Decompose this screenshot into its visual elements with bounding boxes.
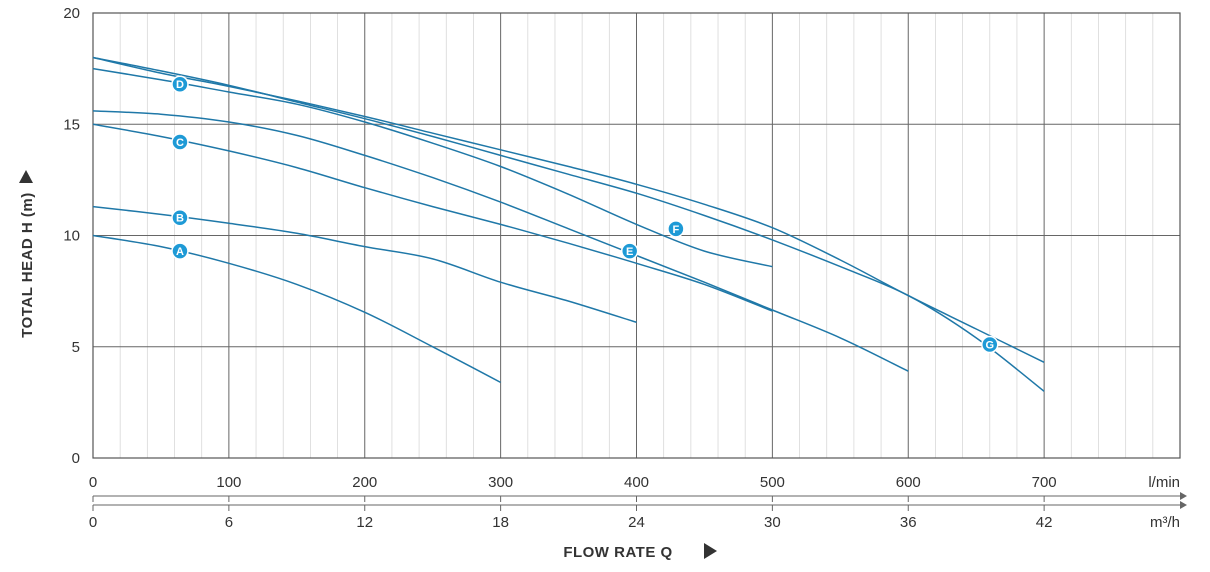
- curve-b-label: B: [176, 213, 184, 225]
- curve-a-marker: [171, 242, 189, 260]
- y-tick-label: 20: [63, 5, 80, 22]
- curve-c: [92, 123, 773, 312]
- curve-f-label: F: [673, 224, 680, 236]
- curve-e-label: E: [626, 246, 633, 258]
- lmin-unit-label: l/min: [1148, 474, 1180, 491]
- m3h-axis-arrow-icon: [1180, 501, 1187, 509]
- curve-labels: A B C D E F G: [171, 75, 999, 354]
- m3h-tick-label: 12: [356, 514, 373, 531]
- y-tick-label: 5: [72, 339, 80, 356]
- m3h-tick-label: 30: [764, 514, 781, 531]
- lmin-tick-label: 200: [352, 474, 377, 491]
- x-axis-arrow-icon: [704, 543, 717, 559]
- curve-a: [92, 234, 501, 384]
- m3h-tick-label: 24: [628, 514, 645, 531]
- lmin-tick-label: 700: [1032, 474, 1057, 491]
- lmin-tick-label: 400: [624, 474, 649, 491]
- lmin-tick-label: 100: [216, 474, 241, 491]
- y-tick-labels: 0 5 10 15 20: [63, 5, 80, 467]
- lmin-axis: 0 100 200 300 400 500 600 700 l/min: [89, 474, 1187, 502]
- m3h-axis: 0 6 12 18 24 30 36 42 m³/h: [89, 501, 1187, 531]
- m3h-tick-label: 36: [900, 514, 917, 531]
- curve-g-label: G: [985, 340, 994, 352]
- m3h-tick-label: 18: [492, 514, 509, 531]
- lmin-tick-label: 300: [488, 474, 513, 491]
- curve-c-marker: [171, 133, 189, 151]
- y-tick-label: 10: [63, 228, 80, 245]
- lmin-tick-label: 0: [89, 474, 97, 491]
- m3h-unit-label: m³/h: [1150, 514, 1180, 531]
- curve-d: [92, 67, 773, 268]
- curve-f: [92, 56, 1045, 363]
- curve-f-marker: [667, 220, 685, 238]
- curve-d-label: D: [176, 79, 184, 91]
- curve-e-marker: [620, 242, 639, 260]
- y-tick-label: 15: [63, 116, 80, 133]
- pump-curves: [92, 56, 1045, 392]
- m3h-tick-label: 6: [225, 514, 233, 531]
- curve-c-label: C: [176, 137, 184, 149]
- major-gridlines: [93, 13, 1180, 458]
- lmin-axis-arrow-icon: [1180, 492, 1187, 500]
- m3h-tick-label: 42: [1036, 514, 1053, 531]
- curve-d-marker: [171, 75, 189, 93]
- curve-e: [92, 110, 909, 372]
- y-axis-arrow-icon: [19, 170, 33, 183]
- curve-g: [92, 56, 1045, 392]
- curve-b-marker: [171, 208, 189, 227]
- y-axis-title: TOTAL HEAD H (m): [19, 192, 36, 338]
- lmin-tick-label: 600: [896, 474, 921, 491]
- m3h-tick-label: 0: [89, 514, 97, 531]
- lmin-tick-label: 500: [760, 474, 785, 491]
- curve-a-label: A: [176, 246, 184, 258]
- curve-g-marker: [981, 335, 999, 354]
- y-tick-label: 0: [72, 450, 80, 467]
- x-axis-title: FLOW RATE Q: [563, 544, 672, 561]
